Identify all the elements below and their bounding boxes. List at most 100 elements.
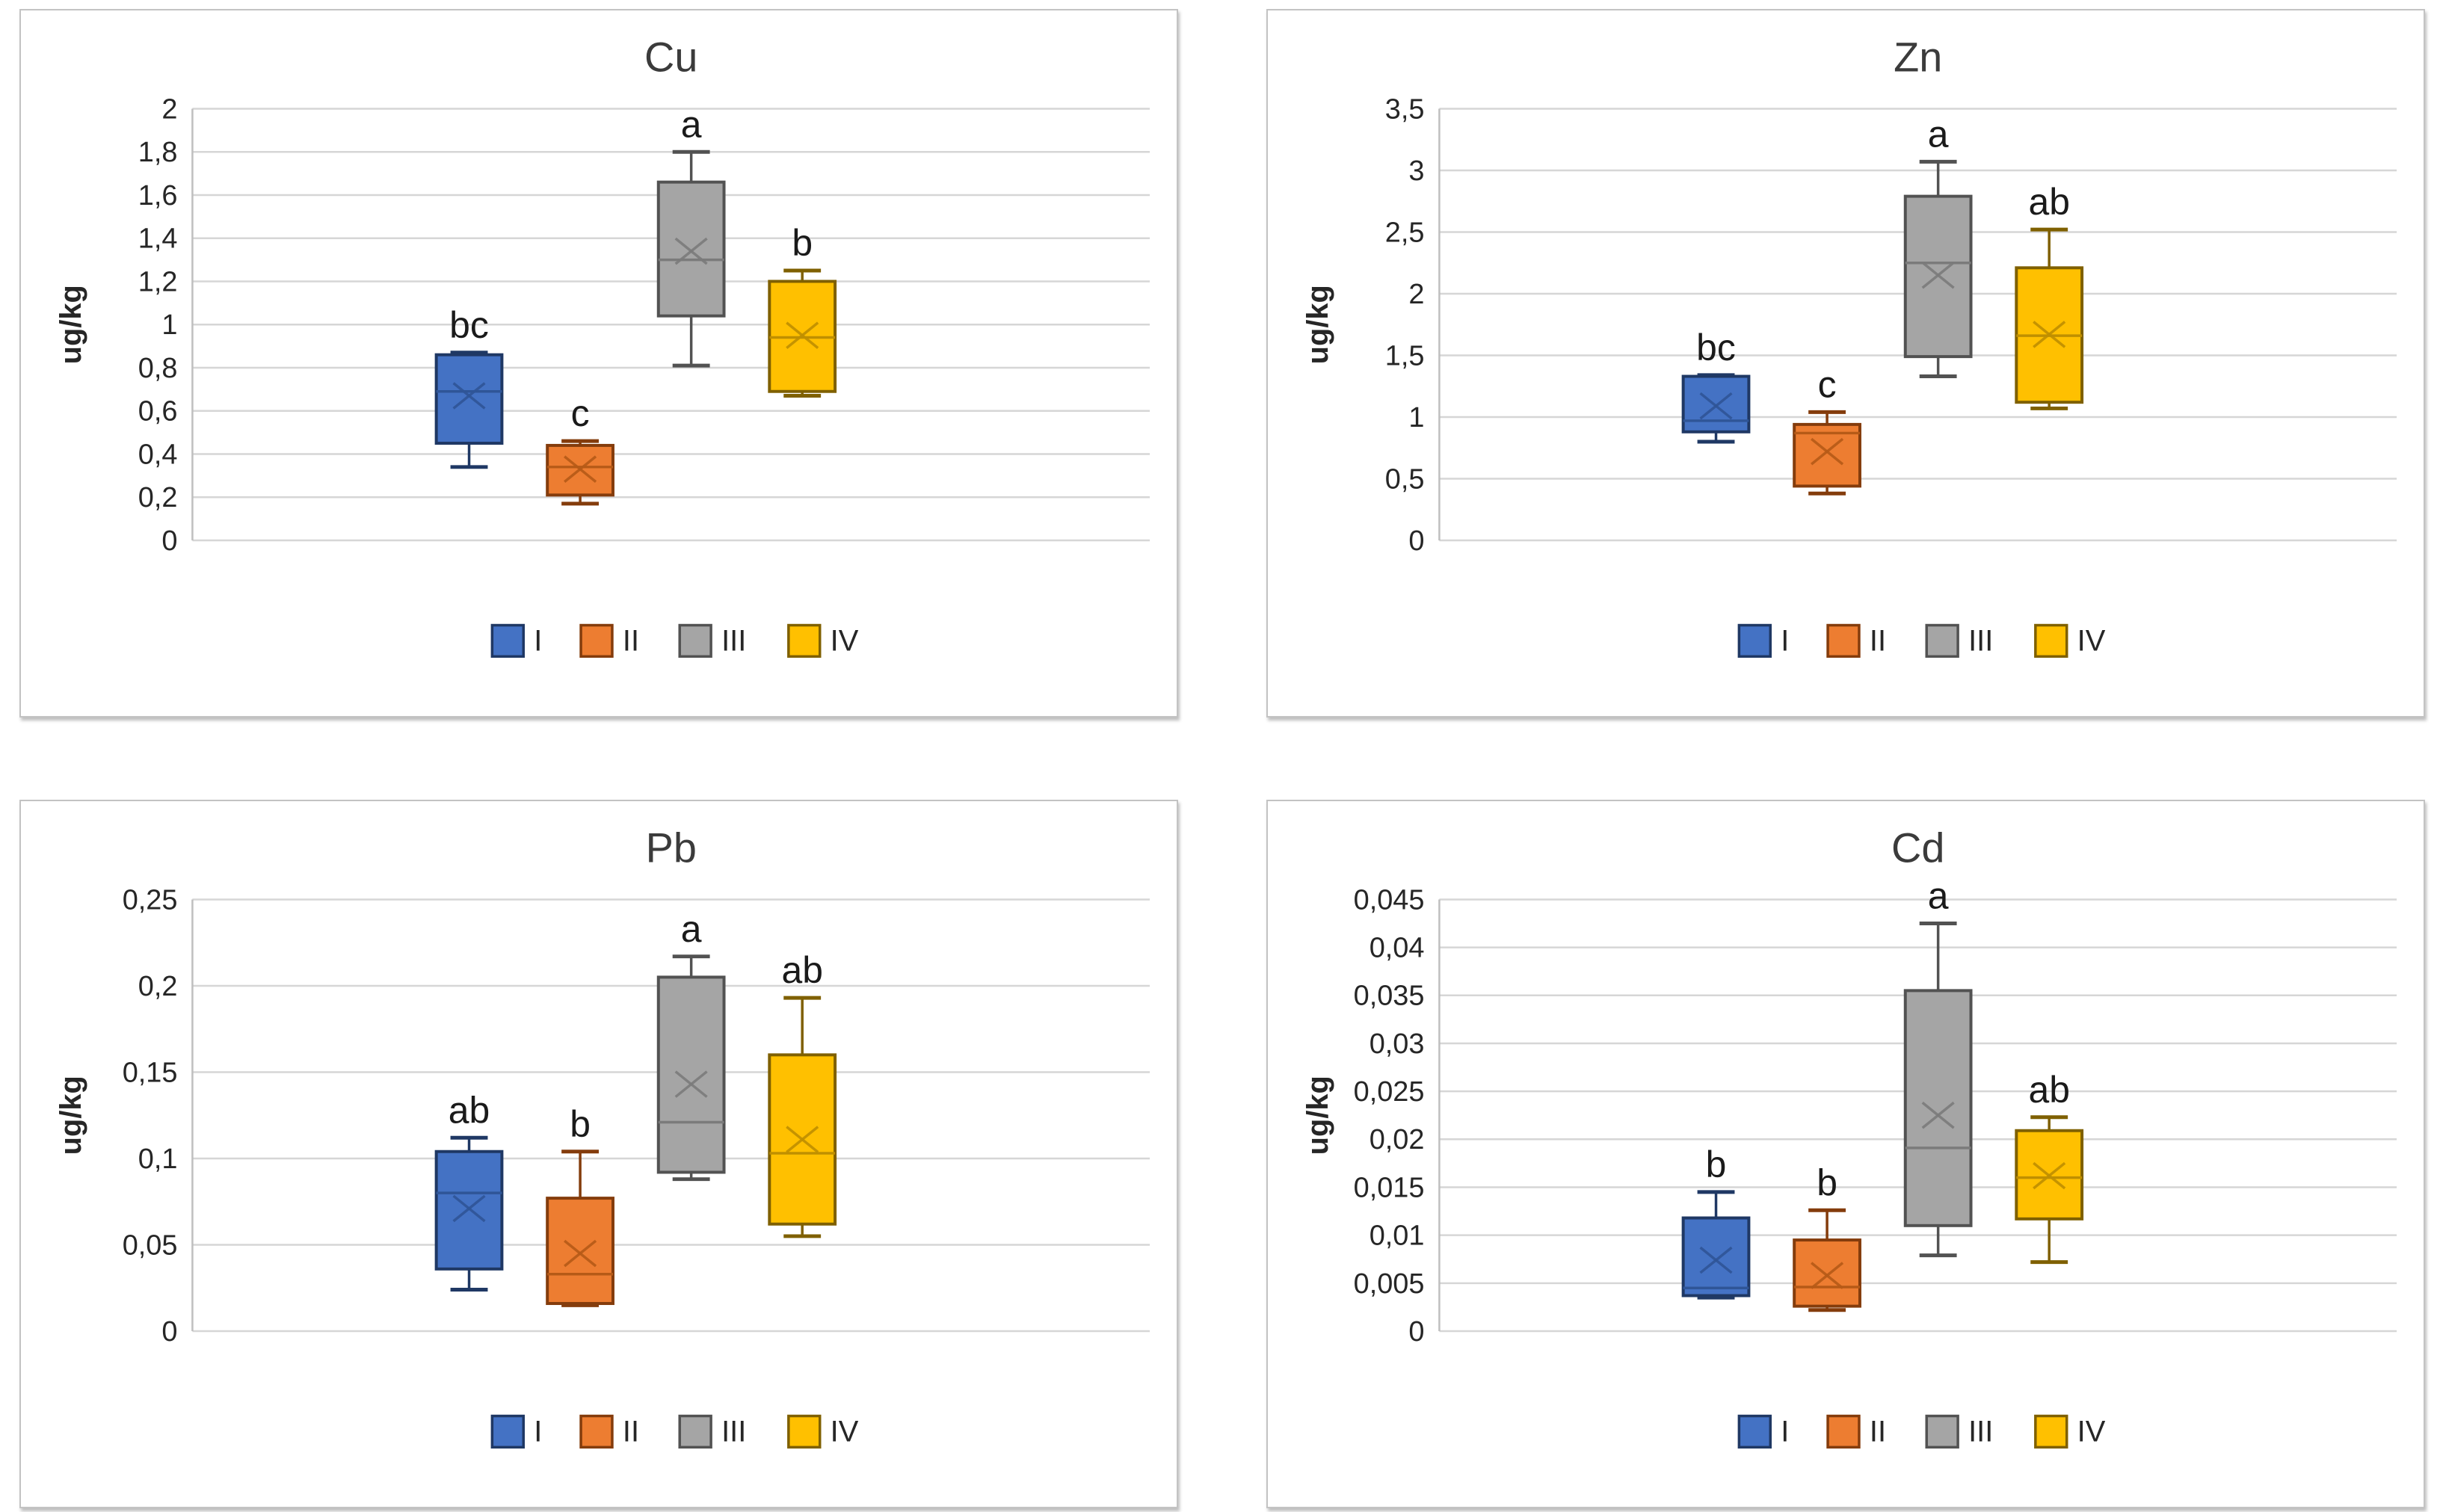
box-group-IV: b xyxy=(768,222,837,398)
box-group-III: a xyxy=(656,103,726,368)
legend-swatch-IV xyxy=(2034,623,2068,658)
legend-swatch-III xyxy=(1925,623,1959,658)
legend-label-II: II xyxy=(1870,1415,1886,1448)
chart-title: Pb xyxy=(646,824,697,871)
mean-marker-III xyxy=(1921,1101,1955,1129)
y-tick-label: 0,04 xyxy=(1370,933,1425,964)
legend-swatch-IV xyxy=(2034,1414,2068,1449)
y-tick-label: 0,035 xyxy=(1354,981,1425,1012)
box-group-I: bc xyxy=(1681,327,1751,444)
y-tick-label: 0,015 xyxy=(1354,1172,1425,1203)
y-tick-label: 0,1 xyxy=(138,1144,178,1175)
box-III xyxy=(1903,989,1973,1227)
box-group-III: a xyxy=(1903,114,1973,379)
sig-letter-I: bc xyxy=(1696,327,1736,368)
y-tick-label: 0 xyxy=(1408,525,1424,557)
box-I xyxy=(1681,374,1751,433)
box-II xyxy=(546,1197,614,1306)
box-group-IV: ab xyxy=(2015,1069,2084,1265)
sig-letter-II: b xyxy=(570,1103,591,1145)
box-group-I: bc xyxy=(434,304,504,469)
legend-swatch-III xyxy=(678,623,712,658)
mean-marker-I xyxy=(1699,392,1733,420)
sig-letter-III: a xyxy=(1928,114,1949,155)
y-tick-label: 3 xyxy=(1408,155,1424,187)
mean-marker-III xyxy=(674,1070,708,1098)
box-group-III: a xyxy=(1903,875,1973,1258)
sig-letter-III: a xyxy=(681,908,702,950)
y-tick-label: 0,15 xyxy=(123,1057,178,1088)
y-tick-label: 0,8 xyxy=(138,353,178,384)
mean-marker-III xyxy=(674,237,708,265)
sig-letter-I: bc xyxy=(449,304,489,346)
y-tick-label: 1 xyxy=(161,309,177,341)
legend-swatch-II xyxy=(579,623,614,658)
sig-letter-IV: ab xyxy=(2028,1069,2069,1111)
y-tick-label: 0 xyxy=(161,525,177,557)
y-tick-label: 0,02 xyxy=(1370,1124,1425,1155)
box-group-II: c xyxy=(546,392,614,506)
y-tick-label: 0 xyxy=(161,1316,177,1348)
y-tick-label: 0,025 xyxy=(1354,1076,1425,1108)
mean-marker-IV xyxy=(2033,321,2066,348)
box-I xyxy=(1681,1216,1751,1297)
box-group-I: b xyxy=(1681,1144,1751,1300)
legend-swatch-I xyxy=(490,1414,526,1449)
box-group-III: a xyxy=(656,908,726,1182)
y-tick-label: 0,05 xyxy=(123,1229,178,1261)
legend-swatch-III xyxy=(678,1414,712,1449)
legend-label-III: III xyxy=(721,1415,746,1448)
boxplot-cu: 2 1,8 1,6 1,4 1,2 1 0,8 0,6 0,4 0,2 0 Cu ug/kg bc c a b I… xyxy=(55,34,1150,658)
y-tick-label: 0,25 xyxy=(123,884,178,916)
mean-marker-I xyxy=(452,382,486,410)
legend-swatch-I xyxy=(490,623,526,658)
legend-label-IV: IV xyxy=(831,1415,859,1448)
y-axis-label: ug/kg xyxy=(55,1076,87,1155)
y-tick-label: 1,6 xyxy=(138,180,178,212)
box-group-II: b xyxy=(1793,1161,1861,1312)
mean-marker-I xyxy=(1699,1246,1733,1274)
legend-label-II: II xyxy=(1870,624,1886,657)
legend-swatch-I xyxy=(1737,1414,1772,1449)
y-tick-label: 0 xyxy=(1408,1316,1424,1348)
y-tick-label: 2 xyxy=(1408,279,1424,310)
box-group-II: b xyxy=(546,1103,614,1307)
box-group-I: ab xyxy=(434,1089,504,1292)
y-tick-label: 1,4 xyxy=(138,223,178,255)
legend-swatch-I xyxy=(1737,623,1772,658)
boxplot-cd: 0,045 0,04 0,035 0,03 0,025 0,02 0,015 0,01 0,00… xyxy=(1301,824,2397,1449)
chart-title: Cd xyxy=(1891,824,1944,871)
chart-panel-pb: 0,25 0,2 0,15 0,1 0,05 0 Pb ug/kg ab b a ab I II III IV xyxy=(19,800,1178,1508)
mean-marker-II xyxy=(564,1239,597,1268)
y-tick-label: 1,8 xyxy=(138,137,178,168)
legend-swatch-IV xyxy=(787,1414,822,1449)
y-tick-label: 0,5 xyxy=(1385,463,1425,495)
sig-letter-II: c xyxy=(1818,364,1837,406)
sig-letter-III: a xyxy=(681,103,702,145)
legend-label-III: III xyxy=(1968,1415,1993,1448)
sig-letter-I: b xyxy=(1706,1144,1727,1185)
y-tick-label: 0,03 xyxy=(1370,1028,1425,1060)
y-tick-label: 0,6 xyxy=(138,396,178,428)
y-axis-label: ug/kg xyxy=(55,285,87,364)
legend-label-I: I xyxy=(1781,1415,1789,1448)
y-tick-label: 1 xyxy=(1408,402,1424,433)
y-axis-label: ug/kg xyxy=(1301,285,1334,364)
legend-label-IV: IV xyxy=(831,624,859,657)
y-tick-label: 0,005 xyxy=(1354,1268,1425,1300)
legend-swatch-III xyxy=(1925,1414,1959,1449)
box-IV xyxy=(2015,1129,2084,1221)
chart-title: Zn xyxy=(1894,34,1942,81)
chart-panel-cd: 0,045 0,04 0,035 0,03 0,025 0,02 0,015 0,01 0,00… xyxy=(1266,800,2425,1508)
y-axis-label: ug/kg xyxy=(1301,1076,1334,1155)
mean-marker-II xyxy=(1811,437,1844,466)
box-III xyxy=(656,975,726,1174)
sig-letter-II: b xyxy=(1817,1161,1837,1203)
sig-letter-II: c xyxy=(571,392,590,434)
y-tick-label: 0,4 xyxy=(138,439,178,470)
legend-label-I: I xyxy=(534,1415,542,1448)
legend-label-IV: IV xyxy=(2077,624,2106,657)
